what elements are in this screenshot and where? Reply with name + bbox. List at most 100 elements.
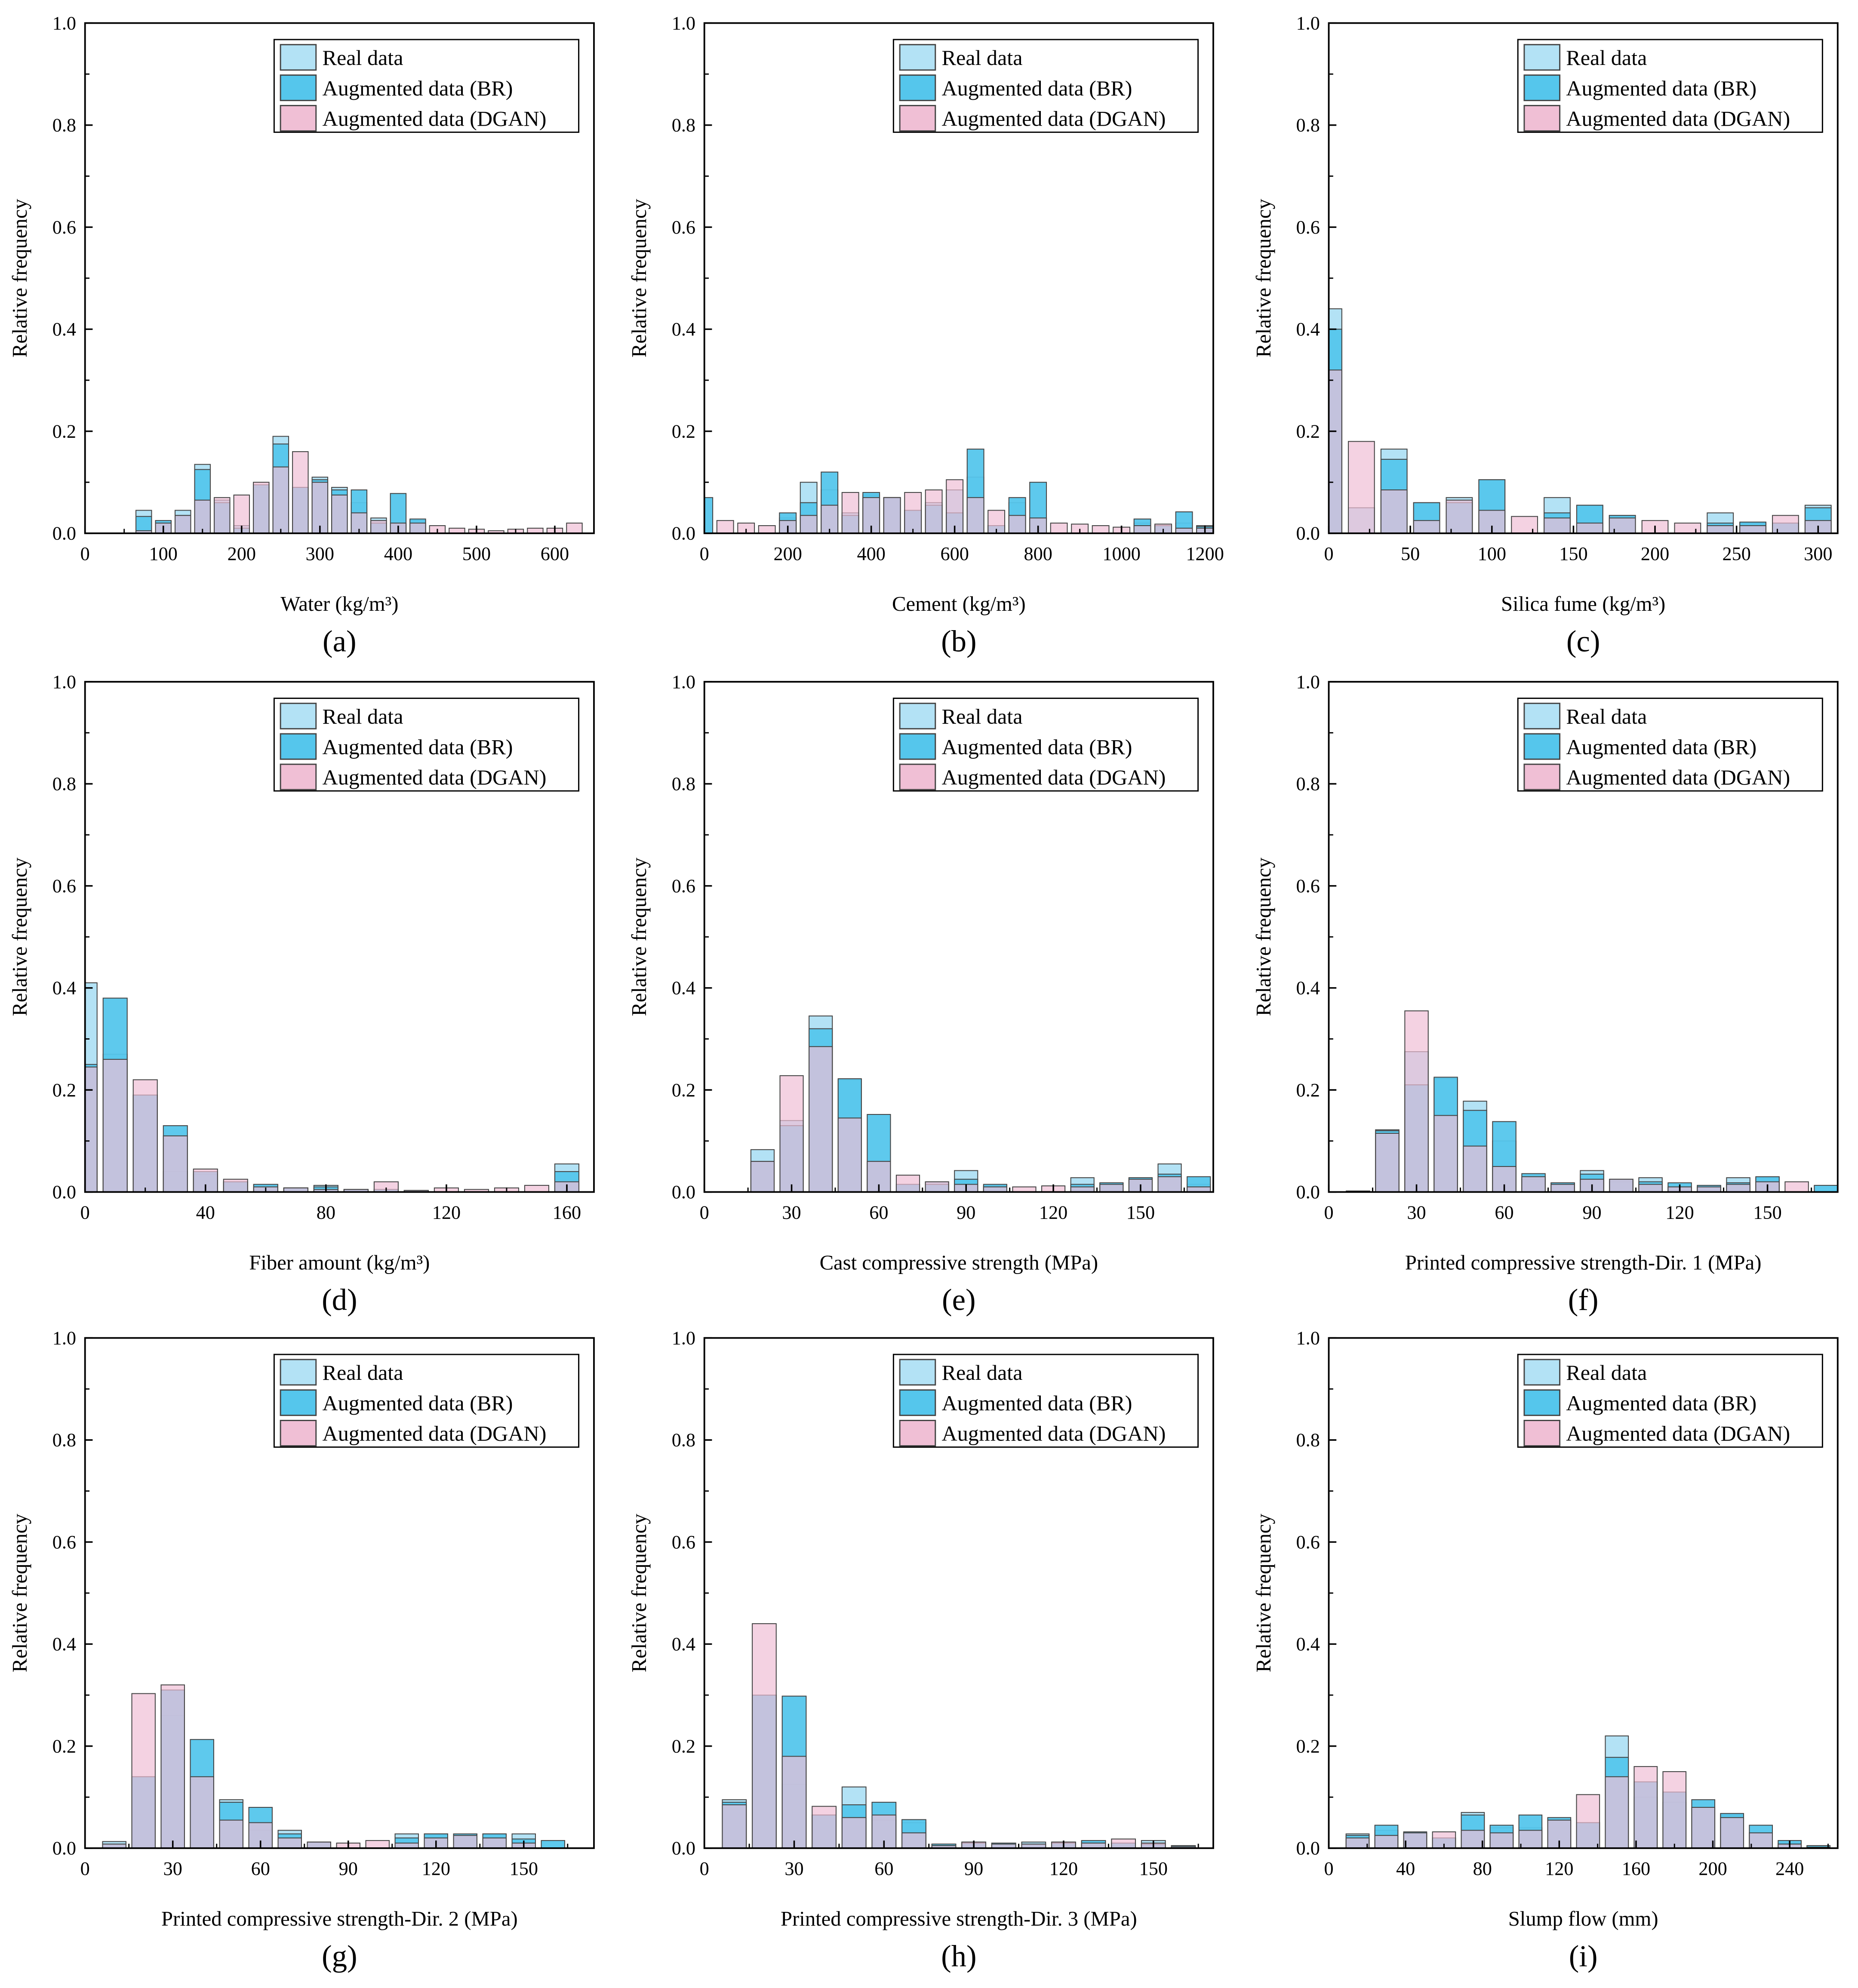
legend-label: Augmented data (BR) (942, 1391, 1132, 1415)
x-tick-label: 0 (1324, 1858, 1333, 1879)
bar-dgan (272, 466, 289, 533)
bar-dgan (821, 505, 839, 533)
bar-dgan (1739, 525, 1766, 533)
bar-dgan (750, 1161, 775, 1192)
legend-frame (892, 697, 1199, 792)
bars (1329, 308, 1832, 533)
bar-dgan (277, 1837, 302, 1848)
legend-frame (892, 39, 1199, 133)
y-tick-label: 0.2 (672, 1736, 695, 1757)
bar-dgan (1633, 1766, 1658, 1848)
legend-swatch-real (899, 1359, 936, 1386)
bar-dgan (1662, 1771, 1687, 1848)
bar-dgan (132, 1079, 158, 1192)
legend: Real data Augmented data (BR) Augmented da… (273, 39, 580, 133)
legend-swatch-dgan (899, 105, 936, 132)
y-tick-label: 0.8 (52, 773, 76, 794)
y-tick-label: 0.0 (52, 1838, 76, 1859)
x-tick-label: 1200 (1186, 543, 1224, 564)
y-tick-label: 0.6 (672, 1532, 695, 1553)
y-tick-label: 0.4 (1296, 1634, 1320, 1655)
y-axis-label: Relative frequency (1252, 857, 1275, 1016)
y-tick-label: 0.0 (1296, 523, 1320, 544)
x-tick-label: 120 (432, 1202, 461, 1223)
x-tick-label: 150 (1753, 1202, 1781, 1223)
subplot-a: 0.0 0.2 0.4 0.6 0.8 1.0 0 100 200 300 400 500 600 Wat… (8, 12, 595, 658)
y-tick-label: 0.2 (52, 421, 76, 442)
legend-label: Augmented data (DGAN) (1566, 1422, 1790, 1446)
y-tick-label: 1.0 (52, 671, 76, 692)
x-tick-label: 160 (553, 1202, 581, 1223)
legend-label: Augmented data (BR) (1566, 76, 1756, 100)
x-tick-label: 150 (1559, 543, 1587, 564)
bar-dgan (311, 482, 329, 533)
bar-dgan (370, 520, 387, 533)
bar-dgan (331, 494, 348, 533)
bar-dgan (219, 1819, 243, 1848)
x-axis-label: Printed compressive strength-Dir. 3 (MPa… (781, 1907, 1137, 1930)
legend: Real data Augmented data (BR) Augmented da… (273, 697, 580, 792)
y-tick-label: 1.0 (672, 671, 695, 692)
legend-swatch-dgan (280, 763, 317, 791)
x-tick-label: 30 (784, 1858, 803, 1879)
legend-swatch-dgan (280, 105, 317, 132)
y-tick-label: 0.8 (1296, 1430, 1320, 1451)
x-axis-label: Fiber amount (kg/m³) (249, 1251, 430, 1274)
y-axis-label: Relative frequency (8, 1514, 31, 1673)
y-tick-label: 0.8 (672, 773, 695, 794)
legend-swatch-real (280, 1359, 317, 1386)
subplot-i: 0.0 0.2 0.4 0.6 0.8 1.0 0 40 80 120 160 200 240 Slump… (1252, 1327, 1839, 1973)
x-tick-label: 30 (1407, 1202, 1426, 1223)
legend-swatch-dgan (899, 1420, 936, 1446)
legend-label: Augmented data (BR) (1566, 735, 1756, 759)
subplot-d: 0.0 0.2 0.4 0.6 0.8 1.0 0 40 80 120 160 Fiber amoun… (8, 671, 595, 1317)
bar-dgan (758, 525, 776, 533)
subplot-b: 0.0 0.2 0.4 0.6 0.8 1.0 0 200 400 600 800 1000 1200 C… (628, 12, 1224, 658)
legend-swatch-real (1523, 44, 1561, 71)
x-axis-label: Silica fume (kg/m³) (1501, 592, 1665, 615)
y-tick-label: 0.8 (52, 1430, 76, 1451)
legend-label: Real data (942, 704, 1023, 728)
bar-dgan (809, 1046, 833, 1192)
y-tick-label: 0.6 (672, 875, 695, 896)
bar-dgan (102, 1059, 128, 1192)
bars (1346, 1010, 1838, 1192)
x-tick-label: 1000 (1102, 543, 1141, 564)
bar-dgan (1021, 1843, 1046, 1848)
legend: Real data Augmented data (BR) Augmented da… (892, 39, 1199, 133)
legend: Real data Augmented data (BR) Augmented da… (892, 697, 1199, 792)
x-tick-label: 40 (196, 1202, 215, 1223)
bar-dgan (1133, 525, 1151, 533)
legend-swatch-dgan (1523, 763, 1561, 791)
legend: Real data Augmented data (BR) Augmented da… (1517, 697, 1823, 792)
bar-dgan (925, 1181, 949, 1192)
y-tick-label: 1.0 (52, 1327, 76, 1348)
legend-label: Real data (1566, 46, 1647, 70)
bar-dgan (1518, 1830, 1543, 1848)
bar-dgan (1375, 1132, 1400, 1192)
y-tick-label: 0.2 (1296, 1736, 1320, 1757)
panel-label: (i) (1569, 1939, 1598, 1973)
legend-frame (1517, 1354, 1823, 1448)
bars (1345, 1735, 1830, 1848)
bars (85, 982, 580, 1192)
legend-swatch-br (1523, 1389, 1561, 1416)
legend: Real data Augmented data (BR) Augmented da… (892, 1354, 1199, 1448)
y-tick-label: 0.8 (672, 115, 695, 136)
bar-dgan (1347, 441, 1375, 533)
legend-swatch-real (899, 702, 936, 729)
x-tick-label: 50 (1401, 543, 1420, 564)
x-tick-label: 30 (782, 1202, 801, 1223)
legend-swatch-real (280, 44, 317, 71)
x-tick-label: 300 (306, 543, 334, 564)
bar-dgan (781, 1756, 807, 1848)
bar-dgan (85, 1066, 98, 1192)
bar-dgan (837, 1117, 862, 1192)
y-tick-label: 0.0 (672, 1838, 695, 1859)
bar-dgan (566, 523, 583, 533)
y-axis-label: Relative frequency (1252, 1514, 1275, 1673)
bar-dgan (1446, 499, 1473, 533)
x-tick-label: 0 (700, 543, 709, 564)
bar-dgan (1050, 523, 1068, 533)
